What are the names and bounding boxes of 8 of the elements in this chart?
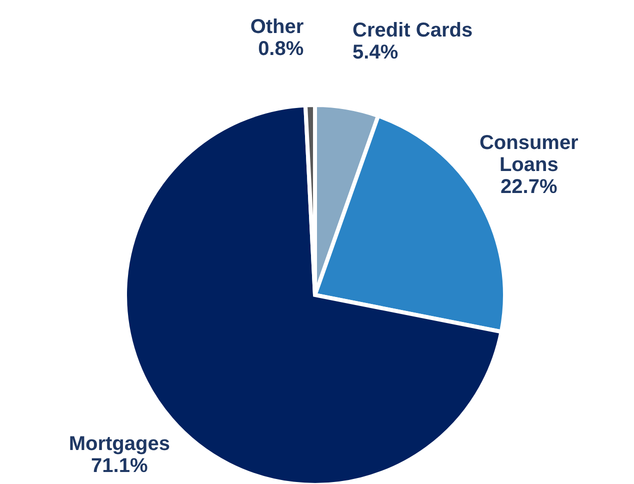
slice-label: Credit Cards [352,20,473,42]
slice-label: Other [250,16,304,38]
slice-label: Mortgages [68,432,170,455]
data-label: 71.1% [91,454,148,477]
data-label: 5.4% [352,42,398,64]
data-label: 22.7% [500,176,558,198]
slice-label: Consumer Loans [479,132,579,176]
data-label: 0.8% [258,38,304,60]
